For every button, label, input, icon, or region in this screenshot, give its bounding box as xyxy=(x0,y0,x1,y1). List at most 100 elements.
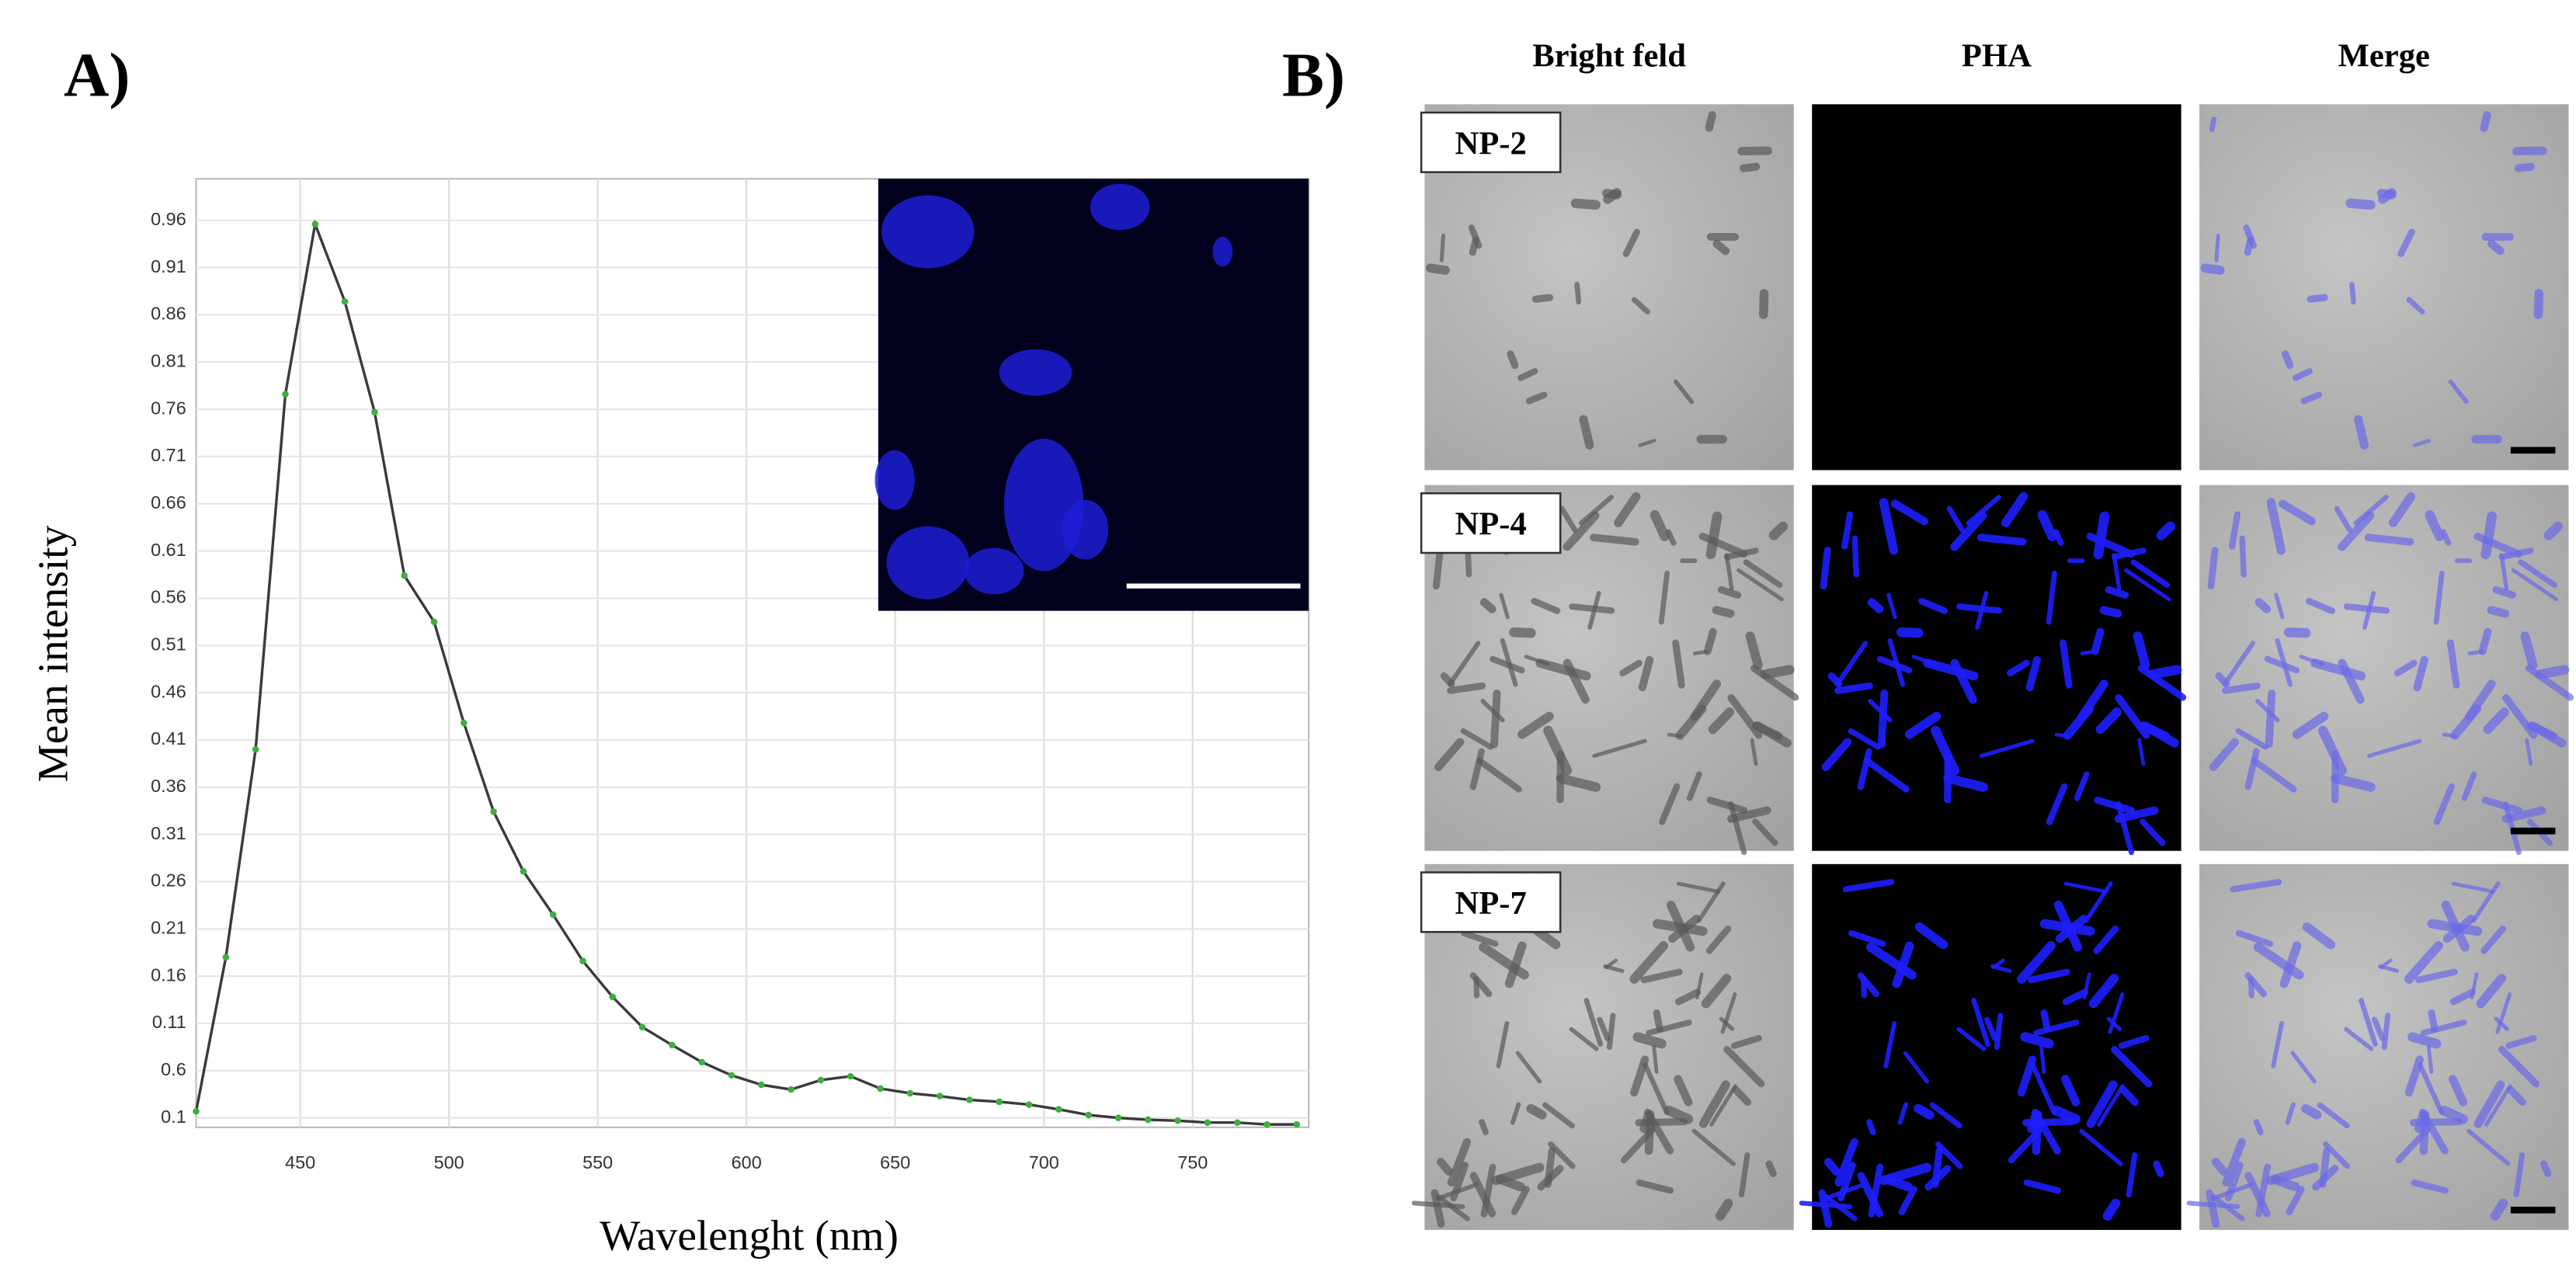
cell xyxy=(1526,1103,1547,1120)
cell xyxy=(1890,499,1928,526)
y-tick-label: 0.71 xyxy=(151,445,186,465)
cell xyxy=(2062,988,2088,1006)
data-point xyxy=(1264,1120,1271,1128)
cell xyxy=(2285,1102,2296,1125)
cell xyxy=(2481,796,2522,815)
cell xyxy=(2251,757,2297,793)
cell xyxy=(2222,1138,2246,1187)
cell xyxy=(1745,631,1763,670)
cell xyxy=(1666,900,1695,952)
cell xyxy=(1861,976,1867,999)
cell xyxy=(2498,1046,2540,1088)
x-tick-label: 750 xyxy=(1177,1152,1208,1172)
data-point xyxy=(1114,1114,1122,1121)
cell xyxy=(1723,547,1759,561)
blob xyxy=(1212,236,1233,267)
cell xyxy=(2379,958,2393,970)
cell xyxy=(1851,535,1860,578)
cell xyxy=(2248,976,2254,999)
cell xyxy=(2411,1179,2449,1194)
cell xyxy=(2494,1016,2509,1031)
cell xyxy=(2235,929,2274,947)
cell xyxy=(2093,926,2119,954)
cell xyxy=(2461,771,2477,801)
blob xyxy=(881,195,975,269)
cell xyxy=(2001,492,2028,527)
cell xyxy=(2480,511,2498,560)
cell xyxy=(2484,1084,2512,1127)
cell xyxy=(2349,281,2356,305)
cell xyxy=(1692,649,1709,655)
cell xyxy=(1883,1021,1897,1068)
cell xyxy=(2222,641,2256,687)
cell xyxy=(2525,738,2533,766)
micrograph xyxy=(2199,485,2574,856)
cell xyxy=(1665,529,1677,546)
cell xyxy=(2511,568,2559,602)
cell xyxy=(2338,511,2375,551)
cell xyxy=(2074,771,2090,801)
y-tick-label: 0.21 xyxy=(151,917,186,937)
cell xyxy=(2115,801,2135,856)
data-point xyxy=(1293,1120,1301,1128)
cell xyxy=(1943,773,1988,792)
cell xyxy=(2362,591,2376,630)
cell xyxy=(2451,881,2495,894)
cell xyxy=(2317,1102,2350,1129)
cell xyxy=(1524,655,1550,666)
cell xyxy=(1904,711,1942,739)
cell xyxy=(1659,783,1681,825)
data-point xyxy=(401,571,408,579)
cell xyxy=(2063,881,2108,894)
cell xyxy=(1929,1102,1962,1129)
cell xyxy=(2105,585,2129,599)
cell xyxy=(1886,592,1897,620)
cell xyxy=(2426,1044,2434,1074)
cell xyxy=(1709,1084,1737,1127)
cell xyxy=(2286,1186,2305,1215)
cell xyxy=(2433,570,2445,625)
cell xyxy=(2377,188,2397,204)
cell xyxy=(1517,711,1554,739)
cell xyxy=(2102,1198,2121,1221)
cell xyxy=(2028,968,2070,984)
cell xyxy=(2244,1172,2271,1218)
cell xyxy=(1650,510,1670,542)
cell xyxy=(2266,498,2286,555)
cell xyxy=(1509,627,1536,638)
cell xyxy=(2086,532,2136,558)
cell xyxy=(2371,1016,2386,1041)
cell xyxy=(2302,922,2336,950)
cell xyxy=(2084,881,2113,923)
data-point xyxy=(311,221,319,228)
micrograph-background xyxy=(2199,104,2569,471)
cell xyxy=(1705,511,1723,560)
cell xyxy=(2425,510,2445,542)
cell xyxy=(1914,1103,1935,1120)
cell xyxy=(1956,1027,1987,1051)
cell xyxy=(2353,495,2389,526)
data-point xyxy=(758,1081,765,1089)
cell xyxy=(2528,721,2567,748)
cell xyxy=(1632,1032,1667,1049)
cell xyxy=(2331,750,2339,804)
cell xyxy=(1544,1147,1556,1188)
cell xyxy=(1765,1160,1777,1177)
cell xyxy=(1950,511,1987,551)
cell xyxy=(2055,914,2088,943)
cell xyxy=(1614,492,1641,527)
cell xyxy=(2450,704,2482,740)
cell xyxy=(1510,1186,1530,1215)
micrograph xyxy=(2186,863,2569,1230)
cell xyxy=(1499,592,1510,620)
cell xyxy=(1437,1158,1453,1176)
cell xyxy=(1984,1016,1998,1041)
cell xyxy=(2404,940,2443,984)
cell xyxy=(1760,665,1795,679)
cell xyxy=(1896,627,1924,638)
cell xyxy=(2039,1044,2046,1074)
cell xyxy=(1866,1119,1876,1135)
cell xyxy=(2215,672,2230,688)
cell xyxy=(2413,439,2432,447)
y-tick-label: 0.41 xyxy=(151,728,186,749)
